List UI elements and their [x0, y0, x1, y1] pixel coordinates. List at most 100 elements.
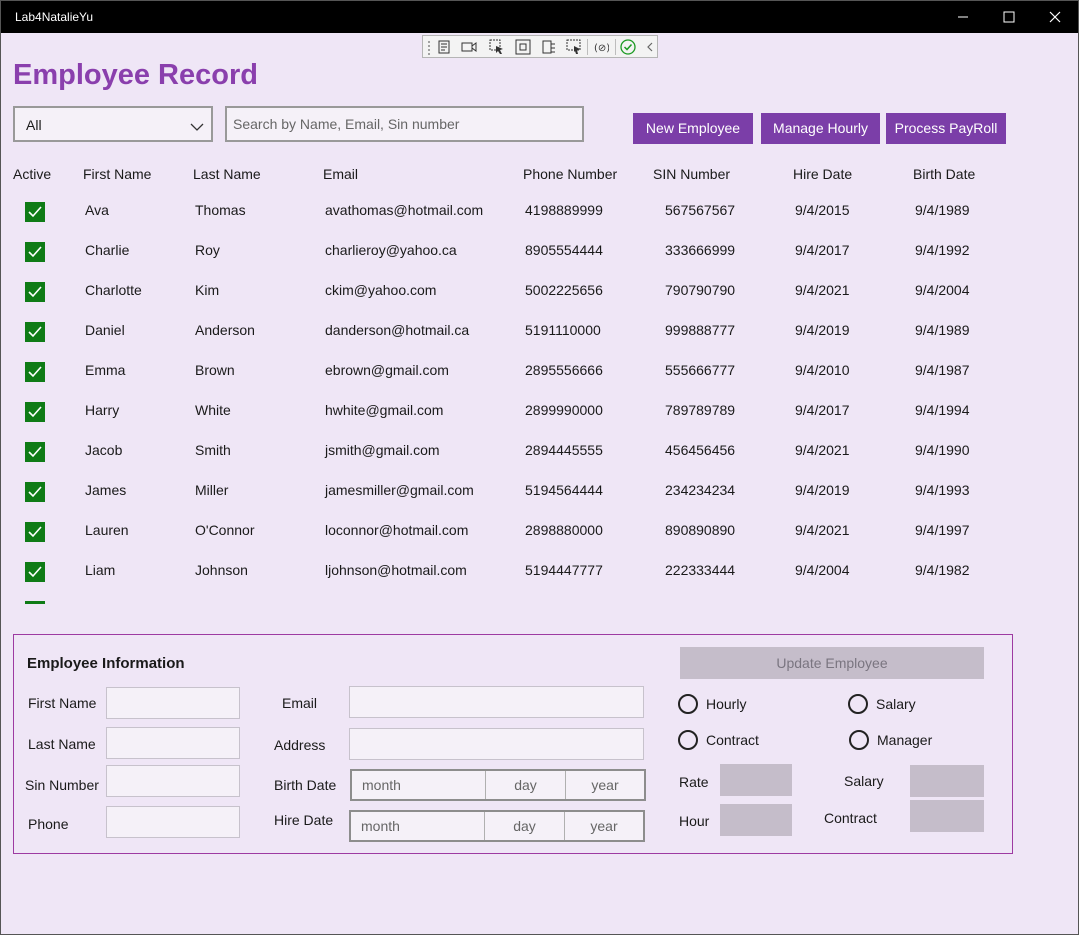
cell-first-name: Charlie [85, 242, 130, 258]
checkmark-icon [28, 326, 42, 338]
hire-day-segment[interactable]: day [485, 812, 565, 840]
active-checkbox[interactable] [25, 562, 45, 582]
cell-last-name: Thomas [195, 202, 246, 218]
radio-circle-icon [678, 730, 698, 750]
table-row[interactable]: Lauren O'Connor loconnor@hotmail.com 289… [1, 514, 1061, 554]
address-field[interactable] [349, 728, 644, 760]
birth-date-picker[interactable]: month day year [350, 769, 646, 801]
table-row[interactable]: Charlie Roy charlieroy@yahoo.ca 89055544… [1, 234, 1061, 274]
cell-phone: 5191110000 [525, 322, 601, 338]
record-icon[interactable] [461, 39, 477, 55]
table-row[interactable]: Charlotte Kim ckim@yahoo.com 5002225656 … [1, 274, 1061, 314]
hire-month-segment[interactable]: month [351, 812, 485, 840]
binding-failures-icon[interactable]: (⊘) [593, 39, 610, 55]
birth-year-segment[interactable]: year [591, 777, 619, 793]
cell-birth-date: 9/4/1994 [915, 402, 970, 418]
cell-sin: 790790790 [665, 282, 736, 298]
cell-hire-date: 9/4/2010 [795, 362, 850, 378]
active-checkbox[interactable] [25, 362, 45, 382]
contract-label: Contract [824, 810, 877, 826]
cell-last-name: Johnson [195, 562, 248, 578]
cell-sin: 555666777 [665, 362, 736, 378]
active-checkbox[interactable] [25, 202, 45, 222]
cell-email: charlieroy@yahoo.ca [325, 242, 457, 258]
new-employee-button[interactable]: New Employee [633, 113, 753, 144]
rate-field[interactable] [720, 764, 792, 796]
contract-radio-label: Contract [706, 732, 759, 748]
cell-birth-date: 9/4/1989 [915, 322, 970, 338]
table-row[interactable]: Ava Thomas avathomas@hotmail.com 4198889… [1, 194, 1061, 234]
cell-email: ckim@yahoo.com [325, 282, 437, 298]
maximize-button[interactable] [986, 1, 1032, 33]
birth-month-segment[interactable]: month [352, 771, 486, 799]
title-bar: Lab4NatalieYu [1, 1, 1078, 33]
phone-field[interactable] [106, 806, 240, 838]
cell-phone: 2898880000 [525, 522, 603, 538]
active-checkbox[interactable] [25, 442, 45, 462]
last-name-field[interactable] [106, 727, 240, 759]
search-input[interactable] [225, 106, 584, 142]
table-row[interactable]: Harry White hwhite@gmail.com 2899990000 … [1, 394, 1061, 434]
hot-reload-check-icon[interactable] [620, 39, 636, 55]
table-row[interactable]: Emma Brown ebrown@gmail.com 2895556666 5… [1, 354, 1061, 394]
contract-field[interactable] [910, 800, 984, 832]
table-row[interactable]: Jacob Smith jsmith@gmail.com 2894445555 … [1, 434, 1061, 474]
collapse-chevron-icon[interactable] [643, 39, 659, 55]
display-selection-icon[interactable] [566, 39, 582, 55]
hour-field[interactable] [720, 804, 792, 836]
radio-circle-icon [848, 694, 868, 714]
active-checkbox[interactable] [25, 601, 45, 604]
chevron-down-icon [190, 119, 204, 137]
table-row[interactable]: Daniel Anderson danderson@hotmail.ca 519… [1, 314, 1061, 354]
phone-label: Phone [28, 816, 69, 832]
column-header-phone-number: Phone Number [523, 166, 618, 182]
cell-phone: 4198889999 [525, 202, 603, 218]
checkmark-icon [28, 526, 42, 538]
active-checkbox[interactable] [25, 322, 45, 342]
cell-last-name: Anderson [195, 322, 255, 338]
active-checkbox[interactable] [25, 482, 45, 502]
minimize-icon [958, 16, 968, 18]
manage-hourly-button[interactable]: Manage Hourly [761, 113, 880, 144]
cell-phone: 5194447777 [525, 562, 603, 578]
hire-date-picker[interactable]: month day year [349, 810, 645, 842]
table-row[interactable]: Liam Johnson ljohnson@hotmail.com 519444… [1, 554, 1061, 594]
table-row[interactable]: James Miller jamesmiller@gmail.com 51945… [1, 474, 1061, 514]
display-layout-adorners-icon[interactable] [515, 39, 531, 55]
cell-sin: 333666999 [665, 242, 736, 258]
hire-year-segment[interactable]: year [590, 818, 618, 834]
process-payroll-button[interactable]: Process PayRoll [886, 113, 1006, 144]
column-header-last-name: Last Name [193, 166, 261, 182]
track-focus-icon[interactable] [541, 39, 557, 55]
cell-phone: 5002225656 [525, 282, 603, 298]
salary-field[interactable] [910, 765, 984, 797]
cell-last-name: Roy [195, 242, 220, 258]
cell-hire-date: 9/4/2021 [795, 522, 850, 538]
cell-sin: 789789789 [665, 402, 736, 418]
active-checkbox[interactable] [25, 402, 45, 422]
cell-phone: 8905554444 [525, 242, 603, 258]
close-button[interactable] [1032, 1, 1078, 33]
first-name-field[interactable] [106, 687, 240, 719]
active-checkbox[interactable] [25, 282, 45, 302]
window-title: Lab4NatalieYu [15, 10, 94, 24]
cell-first-name: Lauren [85, 522, 129, 538]
cell-first-name: Charlotte [85, 282, 142, 298]
minimize-button[interactable] [940, 1, 986, 33]
cell-email: jsmith@gmail.com [325, 442, 440, 458]
email-field[interactable] [349, 686, 644, 718]
cell-birth-date: 9/4/1982 [915, 562, 970, 578]
cell-hire-date: 9/4/2017 [795, 402, 850, 418]
select-element-icon[interactable] [489, 39, 505, 55]
active-checkbox[interactable] [25, 522, 45, 542]
cell-birth-date: 9/4/1990 [915, 442, 970, 458]
cell-sin: 234234234 [665, 482, 736, 498]
update-employee-button[interactable]: Update Employee [680, 647, 984, 679]
sin-number-field[interactable] [106, 765, 240, 797]
birth-day-segment[interactable]: day [486, 771, 566, 799]
filter-dropdown[interactable]: All [13, 106, 213, 142]
live-visual-tree-icon[interactable] [437, 39, 453, 55]
active-checkbox[interactable] [25, 242, 45, 262]
first-name-label: First Name [28, 695, 97, 711]
